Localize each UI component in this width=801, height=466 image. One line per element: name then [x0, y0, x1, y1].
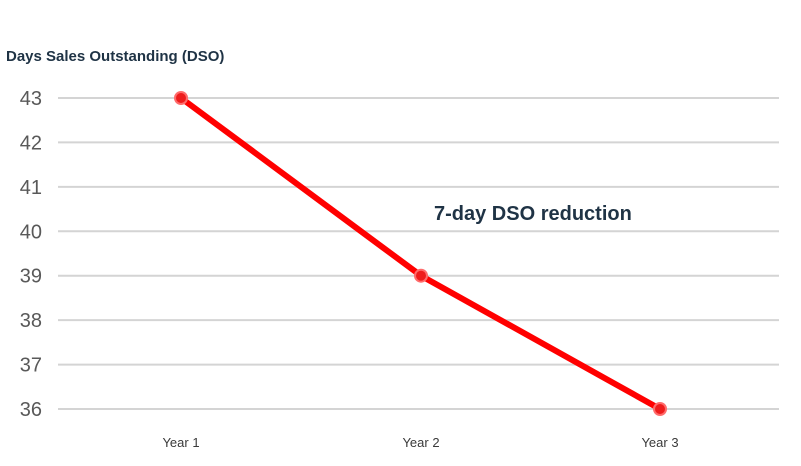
- x-axis-ticks: Year 1 Year 2 Year 3: [162, 435, 678, 450]
- y-axis-ticks: 43 42 41 40 39 38 37 36: [20, 88, 42, 421]
- data-point: [653, 402, 667, 416]
- y-tick-label: 39: [20, 266, 42, 288]
- reduction-annotation: 7-day DSO reduction: [434, 203, 632, 225]
- y-tick-label: 40: [20, 221, 42, 243]
- y-tick-label: 37: [20, 355, 42, 377]
- y-tick-label: 38: [20, 310, 42, 332]
- x-tick-label: Year 2: [402, 435, 439, 450]
- data-point: [414, 268, 428, 283]
- gridlines: [58, 97, 779, 410]
- data-point: [174, 91, 188, 105]
- series-line: [178, 95, 663, 412]
- y-tick-label: 43: [20, 88, 42, 110]
- x-tick-label: Year 3: [641, 435, 678, 450]
- series-dso: [174, 91, 667, 416]
- y-tick-label: 41: [20, 177, 42, 199]
- x-tick-label: Year 1: [162, 435, 199, 450]
- y-axis-title: Days Sales Outstanding (DSO): [6, 48, 224, 65]
- y-tick-label: 42: [20, 132, 42, 154]
- y-tick-label: 36: [20, 399, 42, 421]
